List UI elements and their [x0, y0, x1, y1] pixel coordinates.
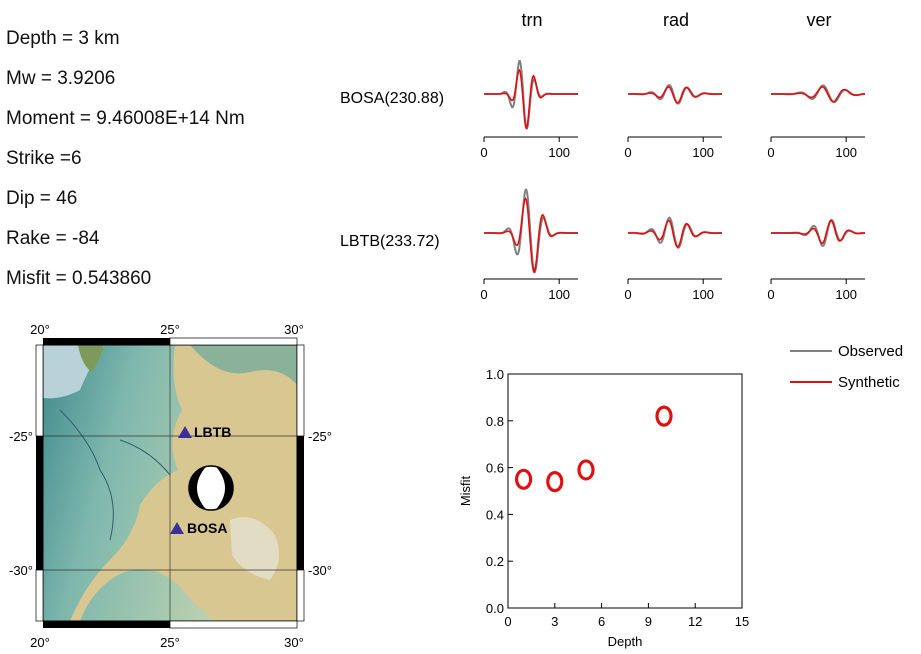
- misfit-point-3: [655, 405, 673, 427]
- waveform-tick-label: 100: [548, 145, 570, 160]
- waveform-tick-label: 100: [835, 287, 857, 302]
- dip-label: Dip = 46: [6, 188, 78, 209]
- waveform-panel-0-rad: 0 100: [624, 84, 722, 160]
- x-tick-label: 3: [551, 614, 558, 629]
- moment-label: Moment = 9.46008E+14 Nm: [6, 108, 245, 129]
- synthetic-waveform: [771, 219, 865, 245]
- beachball-quadrant-west: [189, 466, 206, 510]
- misfit-points: [514, 405, 673, 493]
- component-heading-ver: ver: [806, 10, 831, 30]
- waveform-tick-label: 100: [692, 287, 714, 302]
- waveform-panels: 0 100 0 100 0 100 0 100 0 100 0 100: [480, 59, 866, 302]
- waveform-panel-1-ver: 0 100: [767, 218, 865, 302]
- misfit-depth-chart: 0 3 6 9 12 15 0.0 0.2 0.4 0.6 0.8 1.0 Depth Misfit: [458, 367, 749, 649]
- y-tick-label: 1.0: [486, 367, 504, 382]
- waveform-tick-label: 0: [624, 145, 631, 160]
- waveform-tick-label: 100: [692, 145, 714, 160]
- waveform-panel-0-ver: 0 100: [767, 84, 866, 160]
- map-frame-left-b: [36, 436, 43, 570]
- waveform-panel-0-trn: 0 100: [480, 59, 578, 160]
- map-frame-left-a: [35, 344, 44, 437]
- station-label-bosa: BOSA(230.88): [340, 90, 444, 107]
- misfit-point-1: [546, 471, 564, 493]
- y-tick-label: 0.4: [486, 507, 504, 522]
- misfit-x-axis-label: Depth: [608, 634, 643, 649]
- map-tick-bottom-20: 20°: [30, 635, 50, 650]
- beachball-circle: [188, 465, 234, 511]
- map-tick-top-25: 25°: [160, 322, 180, 337]
- legend: Observed Synthetic: [790, 343, 903, 391]
- y-tick-label: 0.0: [486, 601, 504, 616]
- map-tick-bottom-25: 25°: [160, 635, 180, 650]
- misfit-x-ticks: 0 3 6 9 12 15: [504, 603, 749, 629]
- map-tick-top-30: 30°: [284, 322, 304, 337]
- misfit-y-ticks: 0.0 0.2 0.4 0.6 0.8 1.0: [486, 367, 513, 616]
- map-tick-left-30: -30°: [9, 563, 33, 578]
- map-frame-right-b: [297, 436, 304, 570]
- misfit-y-axis-label: Misfit: [458, 475, 473, 506]
- legend-synthetic-label: Synthetic: [838, 374, 900, 391]
- map-valley: [190, 345, 297, 385]
- map-tick-right-25: -25°: [308, 429, 332, 444]
- rake-label: Rake = -84: [6, 228, 100, 249]
- waveform-tick-label: 0: [767, 145, 774, 160]
- beachball-quadrant-east: [216, 466, 233, 510]
- map-frame-left-c: [35, 569, 44, 622]
- misfit-plot-frame: [507, 373, 743, 609]
- strike-label: Strike =6: [6, 148, 82, 169]
- map-frame-right-c: [296, 569, 305, 622]
- depth-label: Depth = 3 km: [6, 28, 120, 49]
- location-map: 20° 25° 30° 20° 25° 30° -25° -30° -25° -…: [9, 322, 332, 650]
- focal-mechanism-beachball: [188, 465, 234, 511]
- waveform-panel-1-trn: 0 100: [480, 188, 578, 302]
- synthetic-waveform: [771, 86, 866, 103]
- map-tick-top-20: 20°: [30, 322, 50, 337]
- map-lesotho: [230, 517, 279, 580]
- station-marker-lbtb: [178, 426, 192, 438]
- waveform-tick-label: 0: [767, 287, 774, 302]
- map-station-label-bosa: BOSA: [187, 520, 227, 536]
- parameter-list: Depth = 3 km Mw = 3.9206 Moment = 9.4600…: [6, 26, 245, 288]
- map-tick-right-30: -30°: [308, 563, 332, 578]
- x-tick-label: 15: [735, 614, 749, 629]
- waveform-panel-1-rad: 0 100: [624, 216, 722, 302]
- x-tick-label: 12: [688, 614, 702, 629]
- map-tick-left-25: -25°: [9, 429, 33, 444]
- x-tick-label: 9: [645, 614, 652, 629]
- misfit-point-0: [514, 468, 533, 490]
- waveform-tick-label: 0: [480, 287, 487, 302]
- map-frame-top-b: [169, 337, 298, 346]
- map-tick-bottom-30: 30°: [284, 635, 304, 650]
- waveform-tick-label: 0: [480, 145, 487, 160]
- station-label-lbtb: LBTB(233.72): [340, 233, 440, 250]
- map-green-patch: [78, 345, 104, 372]
- y-tick-label: 0.2: [486, 554, 504, 569]
- map-frame-bottom-a: [43, 621, 170, 628]
- map-river: [59, 409, 114, 541]
- synthetic-waveform: [628, 219, 722, 248]
- synthetic-waveform: [628, 86, 722, 104]
- station-marker-bosa: [170, 522, 184, 534]
- waveform-tick-label: 0: [624, 287, 631, 302]
- map-border: [119, 439, 171, 476]
- map-frame-top-a: [43, 338, 170, 345]
- x-tick-label: 6: [598, 614, 605, 629]
- misfit-point-2: [577, 459, 595, 481]
- map-station-label-lbtb: LBTB: [194, 424, 231, 440]
- map-frame-bottom-b: [169, 620, 298, 629]
- y-tick-label: 0.6: [486, 461, 504, 476]
- y-tick-label: 0.8: [486, 414, 504, 429]
- synthetic-waveform: [484, 68, 578, 130]
- waveform-tick-label: 100: [835, 145, 857, 160]
- x-tick-label: 0: [504, 614, 511, 629]
- component-heading-trn: trn: [521, 10, 542, 30]
- mw-label: Mw = 3.9206: [6, 68, 116, 89]
- synthetic-waveform: [484, 197, 578, 274]
- map-frame-right-a: [296, 344, 305, 437]
- legend-observed-label: Observed: [838, 343, 903, 360]
- waveform-tick-label: 100: [548, 287, 570, 302]
- component-heading-rad: rad: [663, 10, 689, 30]
- misfit-label: Misfit = 0.543860: [6, 268, 152, 288]
